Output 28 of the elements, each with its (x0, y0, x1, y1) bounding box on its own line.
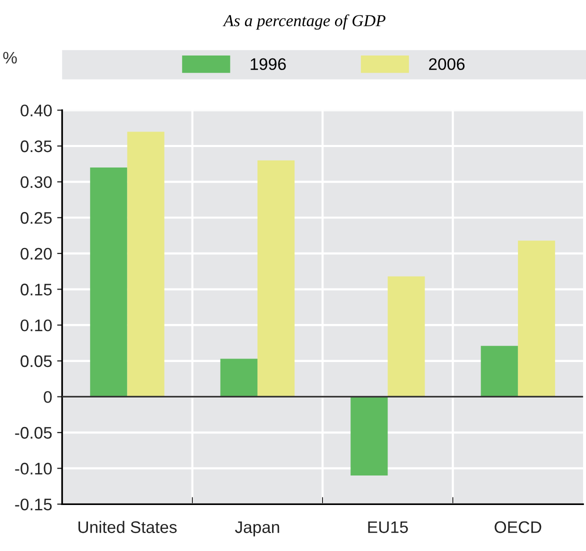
y-tick-label: 0.25 (20, 212, 52, 224)
y-tick-label: 0.05 (20, 355, 52, 368)
x-tick-label: United States (78, 520, 177, 534)
y-tick-label: 0.30 (20, 176, 52, 188)
y-tick-label: 0.40 (20, 104, 52, 116)
x-tick-label: EU15 (368, 521, 408, 534)
bar (480, 346, 518, 397)
x-tick-label: OECD (494, 521, 542, 534)
y-tick-label: -0.10 (15, 462, 52, 475)
bar (350, 396, 388, 476)
bar (257, 160, 295, 397)
bar (518, 240, 556, 397)
chart-subtitle: As a percentage of GDP (222, 14, 386, 30)
x-tick-label: Japan (235, 521, 280, 536)
y-tick-label: -0.15 (15, 498, 52, 510)
legend-label: 2006 (429, 58, 465, 70)
y-tick-label: 0.35 (20, 140, 52, 152)
y-axis-title: % (3, 52, 17, 64)
y-tick-label: 0.10 (20, 319, 52, 332)
bar (90, 168, 128, 397)
y-tick-label: -0.05 (15, 426, 52, 439)
bar (220, 358, 258, 397)
bar (127, 132, 164, 397)
bar (388, 276, 425, 397)
y-tick-label: 0.15 (20, 284, 52, 296)
legend-label: 1996 (250, 58, 286, 70)
y-tick-label: 0 (44, 391, 52, 403)
y-tick-label: 0.20 (20, 248, 52, 260)
